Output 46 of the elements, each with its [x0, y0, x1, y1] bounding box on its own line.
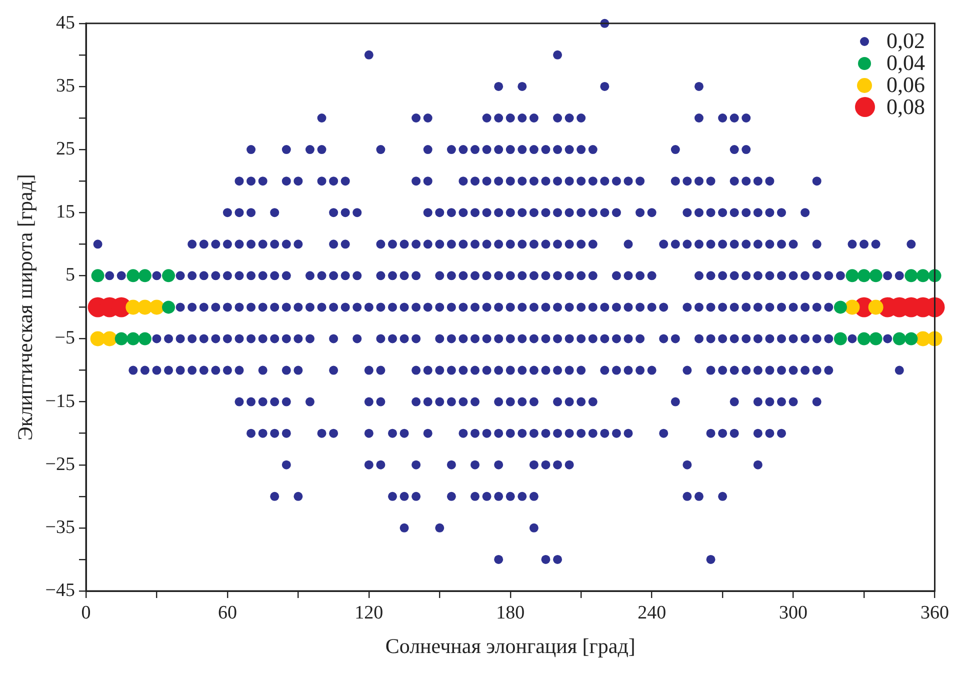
y-tick-label: −15 — [45, 390, 75, 412]
point — [892, 332, 906, 346]
point — [102, 331, 118, 346]
point — [162, 300, 176, 314]
x-tick-label: 180 — [496, 602, 525, 624]
legend-label: 0,08 — [886, 94, 925, 119]
x-tick-label: 240 — [638, 602, 666, 624]
y-tick-label: 25 — [56, 138, 75, 160]
point — [834, 332, 847, 346]
x-tick-label: 120 — [354, 602, 384, 624]
point — [834, 300, 847, 314]
y-tick-label: 35 — [56, 75, 75, 96]
point — [114, 332, 128, 346]
point — [904, 269, 918, 282]
x-tick-label: 0 — [81, 602, 91, 624]
x-tick-label: 300 — [779, 602, 808, 624]
point — [91, 269, 104, 282]
point — [162, 269, 176, 282]
point — [126, 269, 140, 282]
x-tick-label: 360 — [920, 602, 949, 624]
x-axis-title: Солнечная элонгация [град] — [385, 634, 636, 658]
y-tick-label: −5 — [54, 328, 75, 349]
legend-label: 0,02 — [886, 28, 925, 53]
point — [126, 332, 140, 346]
y-tick-label: 5 — [66, 264, 75, 286]
point — [904, 332, 918, 346]
point — [138, 269, 152, 282]
point — [138, 332, 152, 346]
y-tick-label: 45 — [56, 12, 75, 34]
y-tick-label: −45 — [45, 580, 75, 601]
point — [846, 269, 859, 282]
point — [869, 332, 882, 346]
y-tick-label: 15 — [56, 202, 75, 223]
point — [858, 332, 871, 346]
point — [858, 269, 871, 282]
point — [916, 269, 930, 282]
point — [868, 300, 884, 315]
point — [869, 269, 882, 282]
y-axis-title: Эклиптическая широта [град] — [13, 174, 38, 440]
legend-label: 0,04 — [886, 50, 925, 75]
x-tick-label: 60 — [218, 602, 237, 624]
legend-label: 0,06 — [886, 72, 925, 97]
y-tick-label: −25 — [45, 454, 75, 475]
point — [844, 300, 860, 315]
y-tick-label: −35 — [45, 516, 75, 538]
point — [149, 300, 164, 315]
